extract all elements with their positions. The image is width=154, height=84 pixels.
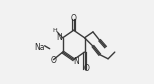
Text: O: O [70,14,76,23]
Text: N: N [73,57,79,66]
Text: O: O [51,56,57,65]
Text: O: O [84,64,90,73]
Text: Na: Na [34,43,45,52]
Text: H: H [52,28,57,33]
Text: N: N [56,33,62,42]
